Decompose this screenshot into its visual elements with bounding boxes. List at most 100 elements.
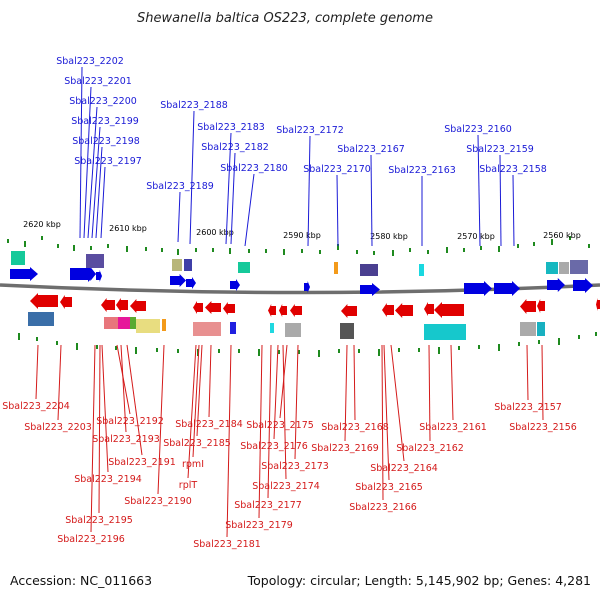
tick-mark-upper xyxy=(427,250,429,254)
tick-mark-upper xyxy=(265,249,267,253)
accession-text: Accession: NC_011663 xyxy=(10,573,153,588)
reverse-gene-label: Sbal223_2181 xyxy=(193,539,261,550)
reverse-feature-box xyxy=(193,322,221,336)
tick-mark-lower xyxy=(438,347,440,354)
reverse-feature-box xyxy=(285,323,301,337)
tick-mark-lower xyxy=(278,350,280,354)
reverse-gene-label: Sbal223_2190 xyxy=(124,496,192,507)
tick-mark-lower xyxy=(135,347,137,354)
forward-leader-line xyxy=(512,174,515,247)
reverse-leader-line xyxy=(90,344,96,533)
reverse-gene-label: Sbal223_2175 xyxy=(246,420,314,431)
forward-leader-line xyxy=(307,135,311,247)
forward-features xyxy=(10,251,593,296)
forward-feature-box xyxy=(546,262,558,274)
tick-mark-lower xyxy=(156,348,158,352)
forward-gene-label: Sbal223_2170 xyxy=(303,164,371,175)
tick-mark-upper xyxy=(7,239,9,243)
reverse-gene-label: Sbal223_2162 xyxy=(396,443,464,454)
tick-mark-upper xyxy=(161,248,163,252)
reverse-gene-label: Sbal223_2165 xyxy=(355,482,423,493)
forward-gene-label: Sbal223_2167 xyxy=(337,144,405,155)
reverse-gene-label: Sbal223_2176 xyxy=(240,441,308,452)
reverse-leader-line xyxy=(196,344,203,437)
tick-marks xyxy=(7,236,597,357)
reverse-feature-box xyxy=(424,324,466,340)
reverse-gene-label: Sbal223_2204 xyxy=(2,401,70,412)
reverse-features xyxy=(28,293,600,340)
tick-mark-lower xyxy=(595,332,597,336)
reverse-feature-box xyxy=(28,312,54,326)
forward-gene-arrow xyxy=(10,267,38,281)
reverse-gene-arrow xyxy=(537,299,545,313)
tick-mark-upper xyxy=(126,246,128,252)
reverse-gene-label: Sbal223_2191 xyxy=(108,457,176,468)
reverse-leader-line xyxy=(294,344,299,460)
reverse-leader-line xyxy=(258,344,263,519)
reverse-gene-arrow xyxy=(223,302,235,315)
tick-mark-lower xyxy=(498,344,500,351)
forward-feature-box xyxy=(559,262,569,274)
forward-leader-line xyxy=(225,132,232,245)
reverse-gene-arrow xyxy=(290,304,302,317)
tick-mark-lower xyxy=(115,346,117,350)
tick-mark-upper xyxy=(24,241,26,247)
forward-gene-label: Sbal223_2188 xyxy=(160,100,228,111)
forward-leader-line xyxy=(177,191,181,243)
reverse-gene-arrow xyxy=(30,293,58,309)
genome-summary-text: Topology: circular; Length: 5,145,902 bp… xyxy=(247,573,591,588)
tick-mark-upper xyxy=(409,248,411,252)
reverse-leader-line xyxy=(282,344,287,480)
tick-mark-upper xyxy=(107,244,109,248)
reverse-gene-label: Sbal223_2168 xyxy=(321,422,389,433)
tick-mark-lower xyxy=(76,343,78,350)
reverse-gene-arrow xyxy=(60,295,72,309)
forward-feature-box xyxy=(184,259,192,271)
tick-mark-lower xyxy=(318,350,320,357)
tick-mark-lower xyxy=(478,345,480,349)
reverse-gene-arrow xyxy=(268,304,276,317)
reverse-gene-label: Sbal223_2203 xyxy=(24,422,92,433)
reverse-gene-label: Sbal223_2174 xyxy=(252,481,320,492)
tick-mark-upper xyxy=(177,249,179,255)
reverse-gene-label: Sbal223_2161 xyxy=(419,422,487,433)
reverse-leader-line xyxy=(383,344,390,481)
forward-gene-label: Sbal223_2159 xyxy=(466,144,534,155)
forward-gene-label: Sbal223_2197 xyxy=(74,156,142,167)
forward-gene-arrow xyxy=(186,277,196,289)
reverse-gene-arrow xyxy=(116,298,128,312)
forward-gene-label: Sbal223_2199 xyxy=(71,116,139,127)
reverse-leader-line xyxy=(390,344,405,462)
forward-gene-label: Sbal223_2180 xyxy=(220,163,288,174)
forward-gene-arrow xyxy=(304,281,310,293)
tick-mark-upper xyxy=(229,248,231,254)
forward-feature-box xyxy=(570,260,588,274)
tick-mark-upper xyxy=(356,250,358,254)
reverse-gene-label: Sbal223_2169 xyxy=(311,443,379,454)
reverse-leader-line xyxy=(267,344,272,499)
reverse-gene-arrow xyxy=(205,301,221,314)
tick-mark-lower xyxy=(36,337,38,341)
forward-gene-arrow xyxy=(170,274,186,287)
tick-mark-upper xyxy=(319,250,321,254)
tick-mark-lower xyxy=(458,346,460,350)
tick-mark-upper xyxy=(73,245,75,251)
reverse-leader-line xyxy=(226,344,232,538)
reverse-feature-box xyxy=(340,323,354,339)
reverse-gene-label: Sbal223_2166 xyxy=(349,502,417,513)
tick-mark-upper xyxy=(373,251,375,255)
reverse-gene-arrow xyxy=(193,301,203,314)
reverse-gene-arrow xyxy=(130,299,146,313)
forward-feature-box xyxy=(419,264,424,276)
tick-mark-upper xyxy=(195,248,197,252)
reverse-gene-label: Sbal223_2156 xyxy=(509,422,577,433)
reverse-gene-label: Sbal223_2192 xyxy=(96,416,164,427)
forward-feature-box xyxy=(11,251,25,265)
forward-gene-label: Sbal223_2198 xyxy=(72,136,140,147)
reverse-leader-line xyxy=(187,344,197,479)
tick-mark-lower xyxy=(18,333,20,340)
tick-mark-upper xyxy=(551,239,553,245)
tick-mark-upper xyxy=(283,249,285,255)
reverse-leader-line xyxy=(192,344,200,458)
